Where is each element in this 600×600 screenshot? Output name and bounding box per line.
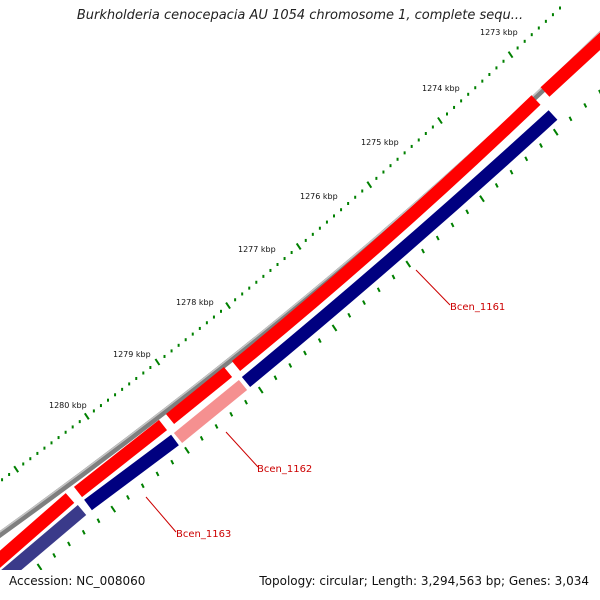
inner-minor-tick: [539, 143, 543, 148]
inner-minor-tick: [347, 312, 352, 318]
major-tick: [225, 302, 231, 310]
inner-minor-tick: [524, 156, 529, 162]
forward-gene-1[interactable]: [0, 493, 75, 568]
major-tick: [437, 116, 443, 125]
gene-label-bcen-1161[interactable]: Bcen_1161: [450, 302, 505, 313]
reverse-gene-1[interactable]: [0, 505, 87, 588]
backbone-arc: [0, 30, 600, 539]
accession-text: Accession: NC_008060: [9, 574, 146, 588]
inner-minor-tick: [303, 350, 307, 356]
inner-major-tick: [479, 195, 485, 203]
major-tick: [507, 51, 514, 59]
map-footer: Accession: NC_008060 Topology: circular;…: [0, 570, 600, 600]
genome-summary-text: Topology: circular; Length: 3,294,563 bp…: [259, 574, 589, 588]
inner-minor-tick: [362, 300, 366, 306]
major-tick: [366, 181, 373, 189]
inner-major-tick: [552, 128, 559, 136]
major-tick: [295, 242, 302, 251]
inner-minor-tick: [81, 529, 86, 535]
backbone-arc-highlight: [0, 30, 600, 533]
inner-major-tick: [184, 446, 190, 454]
inner-minor-tick: [229, 411, 234, 417]
forward-gene-4[interactable]: [231, 95, 541, 372]
tick-label-1274: 1274 kbp: [422, 84, 460, 93]
major-tick: [83, 412, 90, 420]
inner-minor-tick: [421, 248, 425, 254]
forward-gene-3[interactable]: [165, 366, 233, 425]
inner-major-tick: [257, 386, 264, 394]
inner-minor-tick: [568, 116, 573, 122]
inner-minor-tick: [155, 471, 160, 477]
major-ticks: [13, 51, 514, 473]
inner-major-tick: [110, 505, 117, 513]
inner-minor-tick: [435, 235, 440, 241]
inner-minor-tick: [391, 274, 396, 280]
inner-major-tick: [36, 563, 43, 570]
minor-ticks: [1, 6, 561, 482]
inner-minor-tick: [244, 399, 248, 405]
inner-minor-tick: [140, 483, 145, 489]
leader-bcen-1163: [145, 496, 177, 533]
leader-bcen-1162: [225, 431, 259, 468]
inner-major-tick: [405, 260, 412, 268]
inner-major-tick: [331, 324, 338, 332]
gene-bcen-1161-shape[interactable]: [241, 110, 558, 388]
inner-minor-tick: [214, 423, 219, 429]
forward-gene-2[interactable]: [73, 419, 168, 498]
tick-label-1277: 1277 kbp: [238, 245, 276, 254]
inner-minor-tick: [465, 209, 470, 215]
forward-gene-5[interactable]: [540, 32, 600, 97]
tick-label-1275: 1275 kbp: [361, 138, 399, 147]
tick-label-1280: 1280 kbp: [49, 401, 87, 410]
major-tick: [154, 358, 161, 366]
leader-bcen-1161: [415, 269, 451, 306]
inner-minor-tick: [52, 553, 57, 558]
inner-ticks: [36, 89, 600, 570]
inner-minor-tick: [509, 169, 514, 175]
inner-minor-tick: [170, 459, 175, 465]
tick-label-1278: 1278 kbp: [176, 298, 214, 307]
tick-label-1273: 1273 kbp: [480, 28, 518, 37]
inner-minor-tick: [273, 375, 278, 381]
map-title: Burkholderia cenocepacia AU 1054 chromos…: [76, 8, 524, 23]
gene-label-bcen-1162[interactable]: Bcen_1162: [257, 464, 312, 475]
inner-minor-tick: [317, 338, 322, 343]
inner-minor-tick: [126, 495, 130, 500]
inner-minor-tick: [199, 435, 204, 441]
tick-label-1276: 1276 kbp: [300, 192, 338, 201]
gene-bcen-1162-shape[interactable]: [173, 379, 248, 444]
inner-minor-tick: [376, 287, 381, 293]
reverse-gene-2[interactable]: [84, 434, 179, 511]
inner-minor-tick: [598, 89, 600, 95]
gene-label-bcen-1163[interactable]: Bcen_1163: [176, 529, 231, 540]
inner-minor-tick: [96, 518, 101, 524]
inner-minor-tick: [583, 102, 588, 108]
inner-minor-tick: [450, 222, 455, 228]
inner-minor-tick: [288, 362, 293, 368]
tick-label-1279: 1279 kbp: [113, 350, 151, 359]
major-tick: [13, 465, 20, 473]
inner-minor-tick: [494, 182, 499, 188]
inner-minor-tick: [67, 541, 71, 547]
